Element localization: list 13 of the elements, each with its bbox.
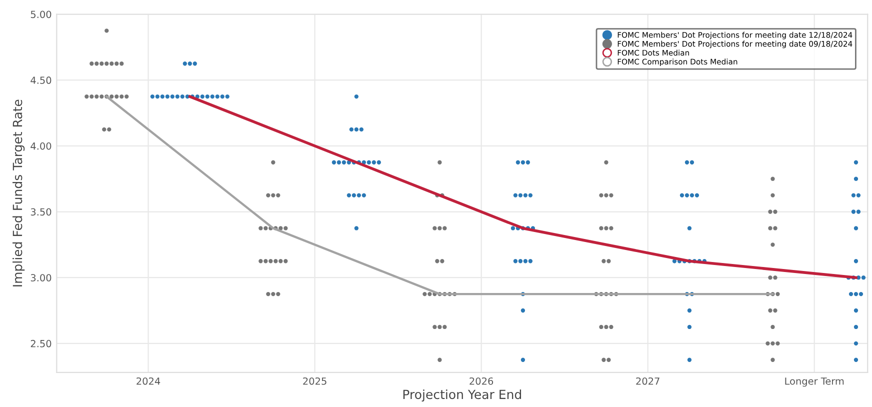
x-tick-label: 2024: [136, 377, 160, 385]
x-tick-label: 2026: [470, 377, 494, 385]
y-tick-label: 3.50: [30, 208, 52, 216]
y-tick-label: 3.00: [30, 274, 52, 282]
y-axis-title: Implied Fed Funds Target Rate: [12, 100, 25, 286]
x-tick-label: Longer Term: [785, 378, 844, 387]
x-tick-label: 2025: [303, 377, 326, 385]
y-tick-label: 2.50: [30, 340, 52, 348]
y-tick-label: 4.00: [30, 142, 52, 150]
x-axis-title: Projection Year End: [403, 389, 522, 402]
y-tick-label: 4.50: [30, 76, 52, 84]
y-tick-label: 5.00: [30, 10, 52, 18]
x-tick-label: 2027: [636, 377, 660, 385]
